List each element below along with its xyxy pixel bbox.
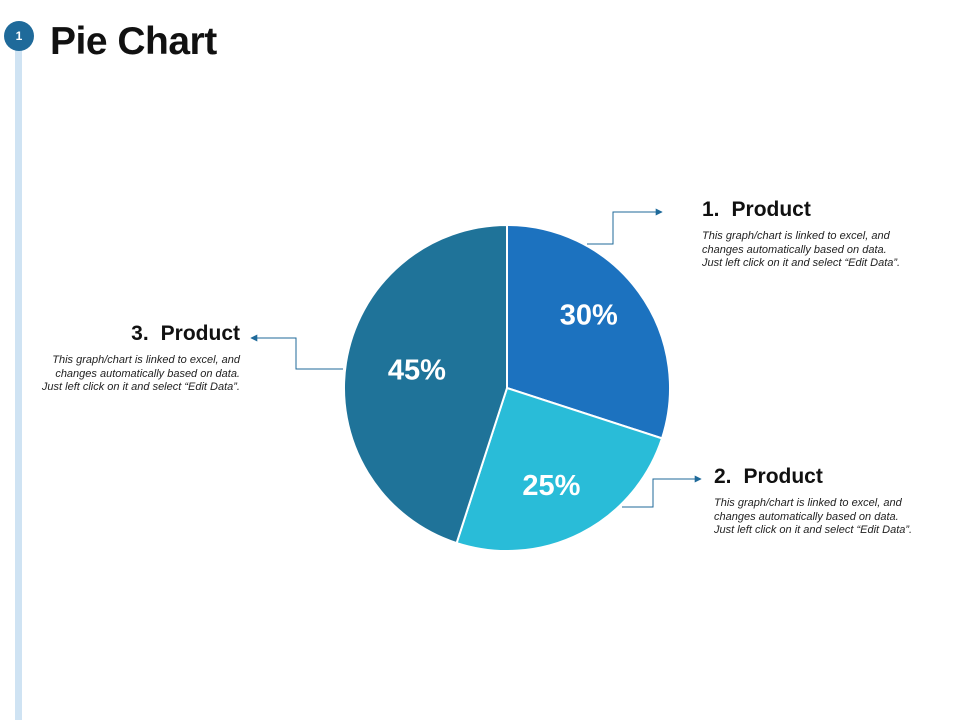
pie-slice-2 bbox=[455, 386, 664, 552]
callout-3-title: Product bbox=[160, 322, 240, 345]
callout-1-connector bbox=[587, 208, 663, 245]
callout-product-1: 1. Product This graph/chart is linked to… bbox=[702, 198, 902, 271]
callout-2-number: 2. bbox=[714, 465, 732, 488]
pie-slice-1 bbox=[506, 223, 671, 440]
callout-3-number: 3. bbox=[131, 322, 149, 345]
callout-2-title: Product bbox=[743, 465, 823, 488]
pie-slice-label-3: 45% bbox=[388, 355, 446, 387]
callout-1-description: This graph/chart is linked to excel, and… bbox=[702, 230, 901, 269]
callout-1-number: 1. bbox=[702, 198, 720, 221]
pie-slice-label-1: 30% bbox=[560, 300, 618, 332]
callout-2-description: This graph/chart is linked to excel, and… bbox=[714, 497, 913, 536]
callout-product-3: 3. Product This graph/chart is linked to… bbox=[40, 322, 240, 395]
callout-product-2: 2. Product This graph/chart is linked to… bbox=[714, 465, 914, 538]
callout-3-connector bbox=[250, 334, 343, 370]
callout-1-title: Product bbox=[731, 198, 811, 221]
page-title: Pie Chart bbox=[50, 20, 217, 63]
side-accent-bar bbox=[15, 38, 22, 720]
pie-slice-label-2: 25% bbox=[522, 470, 580, 502]
pie-slice-3 bbox=[343, 223, 508, 545]
callout-2-connector bbox=[622, 475, 702, 508]
callout-3-description: This graph/chart is linked to excel, and… bbox=[41, 354, 240, 393]
slide-number-badge: 1 bbox=[4, 21, 34, 51]
